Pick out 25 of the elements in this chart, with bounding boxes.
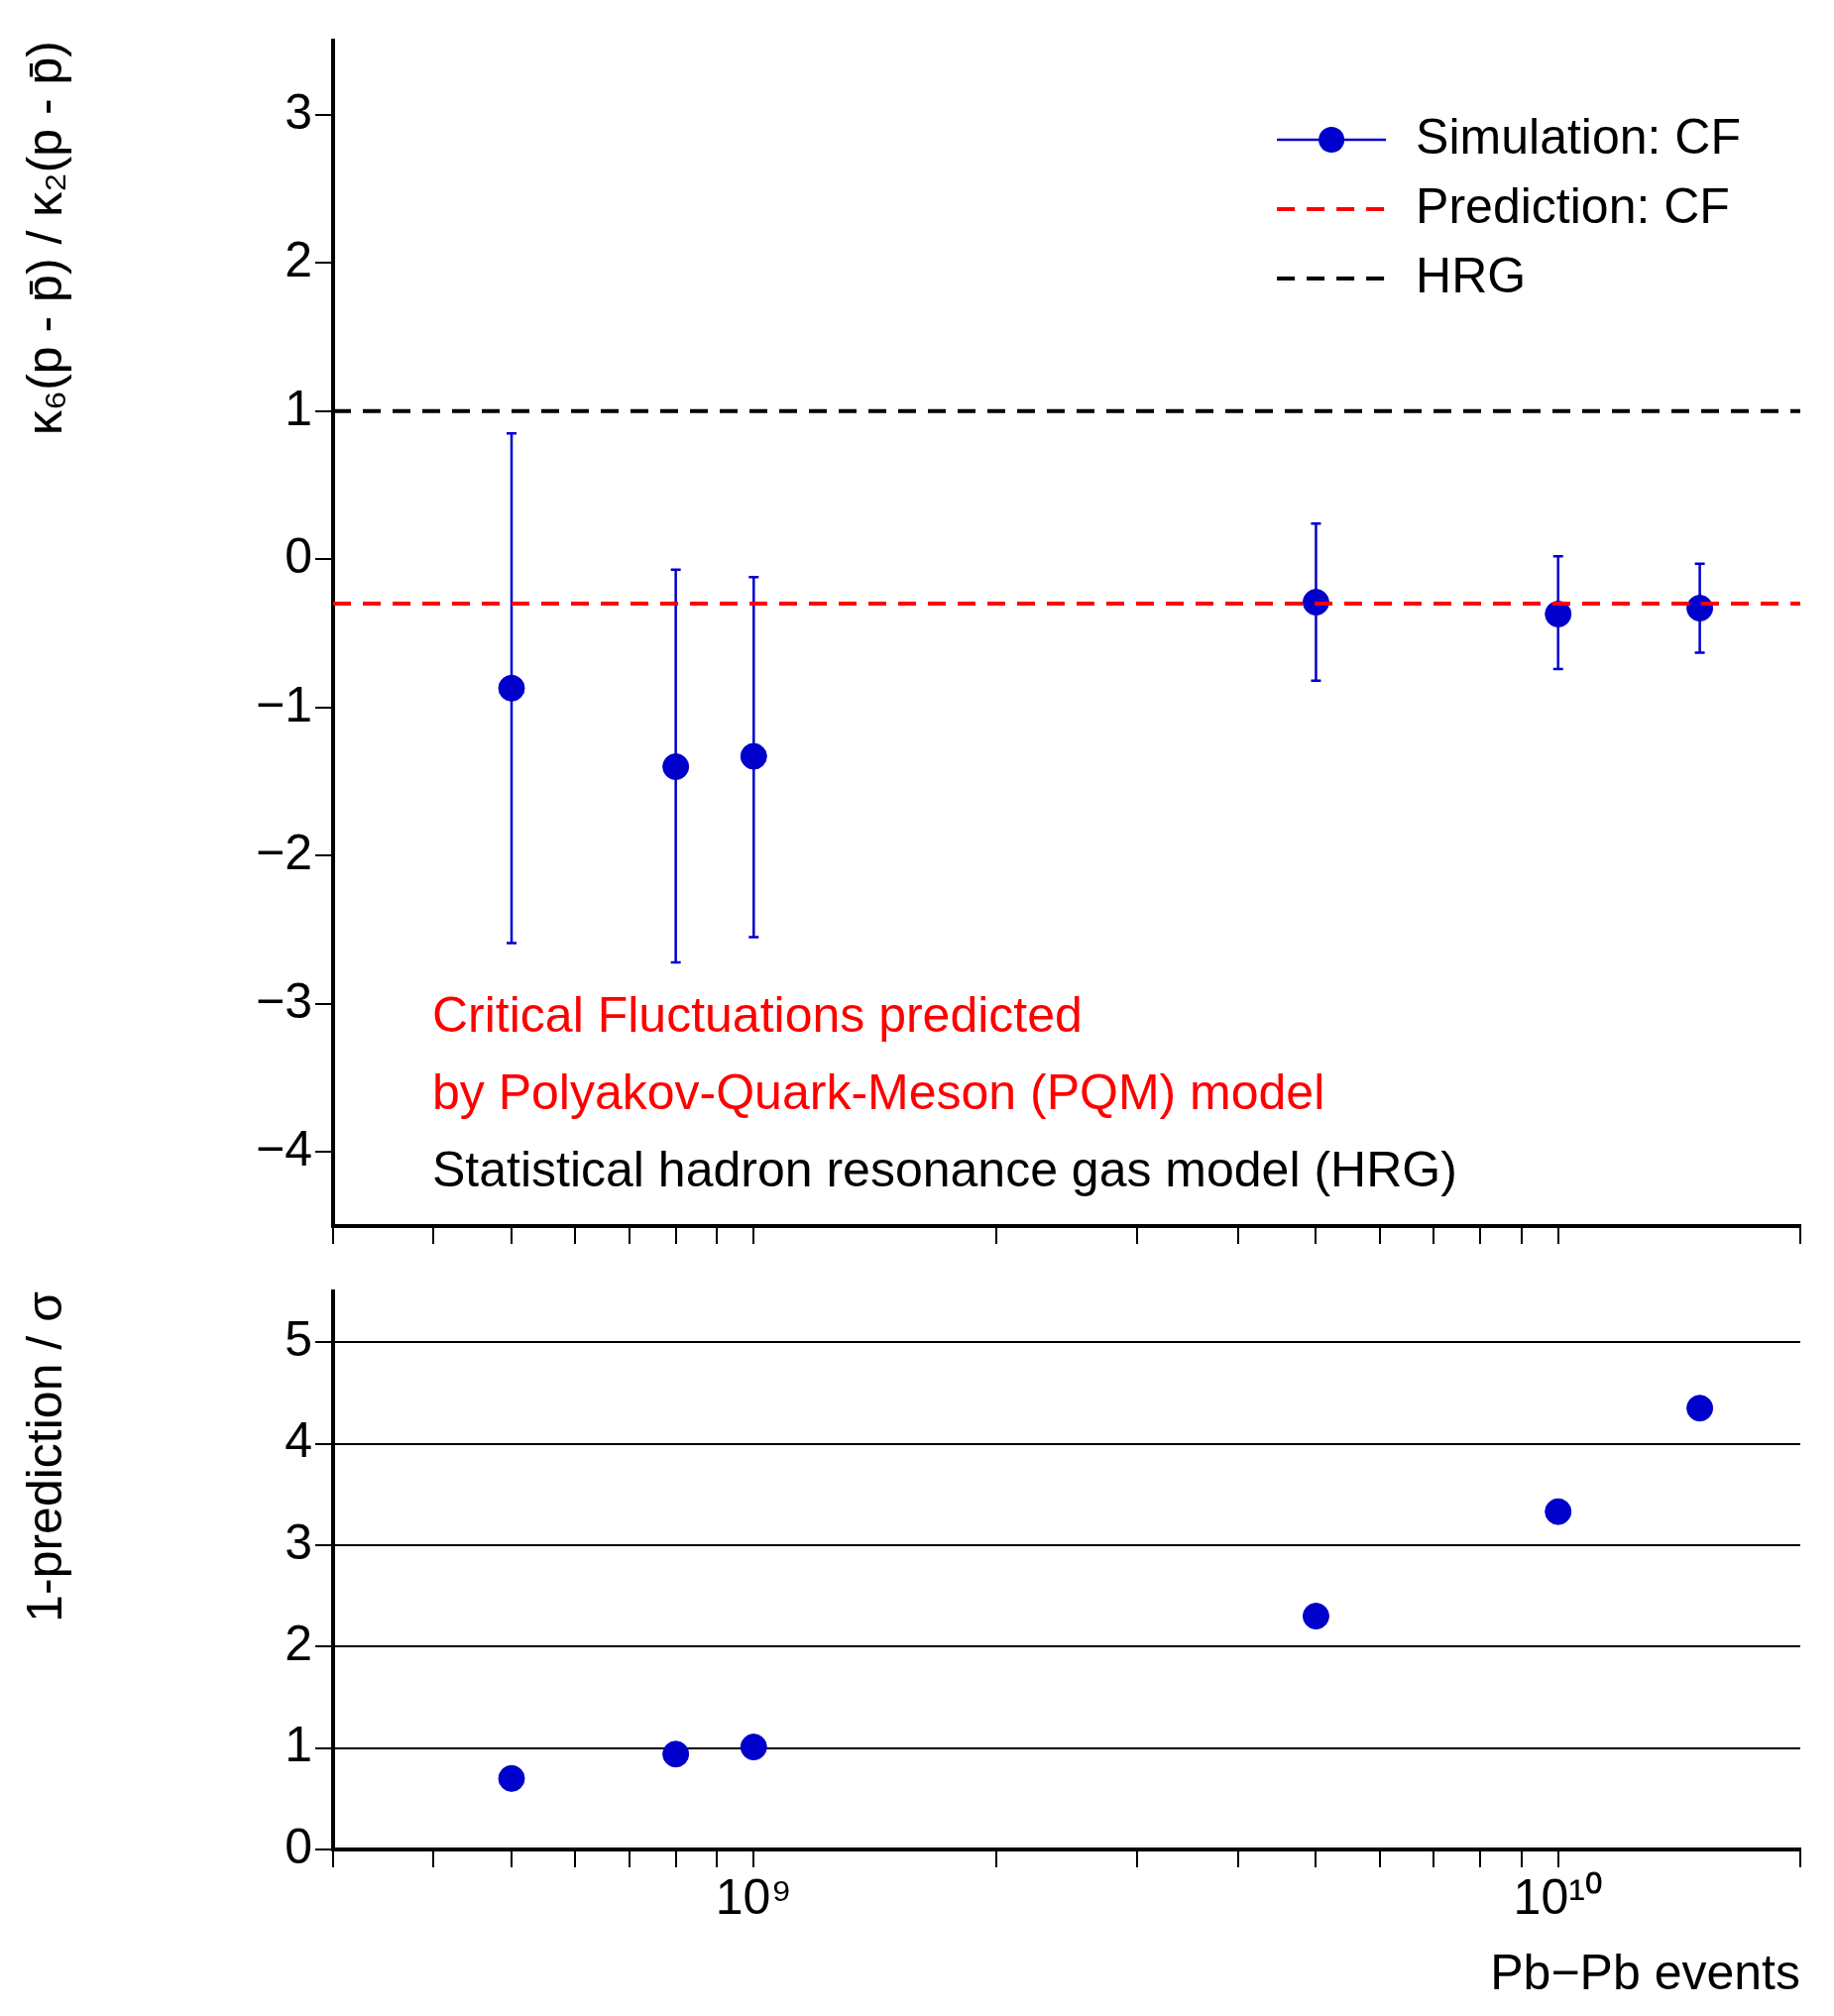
legend-label: HRG (1416, 247, 1527, 303)
y-tick-label: −4 (255, 1121, 312, 1177)
legend-label: Prediction: CF (1416, 177, 1730, 234)
y-axis-title: κ₆(p - p̄) / κ₂(p - p̄) (16, 41, 72, 435)
y-axis-title: 1-prediction / σ (16, 1290, 72, 1623)
x-axis-title: Pb−Pb events (1490, 1944, 1800, 2000)
x-tick-label: 10⁹ (715, 1868, 792, 1925)
annotation: Statistical hadron resonance gas model (HRG) (432, 1142, 1457, 1197)
y-tick-label: 2 (285, 1616, 312, 1672)
y-tick-label: 1 (285, 1717, 312, 1773)
y-tick-label: 5 (285, 1310, 312, 1367)
y-tick-label: 0 (285, 1818, 312, 1874)
y-tick-label: 3 (285, 1513, 312, 1570)
y-tick-label: 1 (285, 380, 312, 436)
annotation: by Polyakov-Quark-Meson (PQM) model (432, 1064, 1325, 1120)
y-tick-label: 0 (285, 528, 312, 585)
y-tick-label: 4 (285, 1412, 312, 1469)
y-tick-label: −1 (255, 676, 312, 732)
x-tick-label: 10¹⁰ (1513, 1868, 1603, 1925)
y-tick-label: 3 (285, 83, 312, 140)
legend-label: Simulation: CF (1416, 108, 1742, 165)
y-tick-label: 2 (285, 232, 312, 288)
annotation: Critical Fluctuations predicted (432, 987, 1083, 1043)
y-tick-label: −3 (255, 972, 312, 1029)
y-tick-label: −2 (255, 825, 312, 881)
